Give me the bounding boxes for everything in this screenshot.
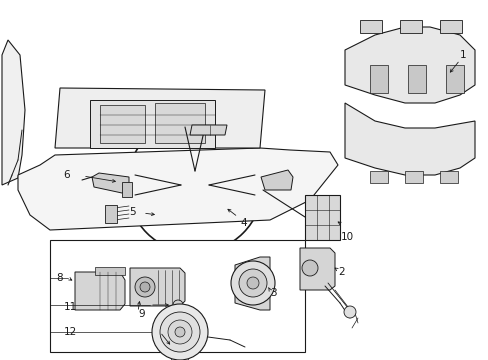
Circle shape — [135, 277, 155, 297]
Polygon shape — [155, 103, 204, 143]
Circle shape — [343, 306, 355, 318]
Circle shape — [152, 304, 207, 360]
Text: 12: 12 — [63, 327, 77, 337]
Circle shape — [246, 277, 259, 289]
Polygon shape — [75, 272, 125, 310]
Polygon shape — [50, 240, 305, 352]
Polygon shape — [130, 268, 184, 306]
Circle shape — [140, 282, 150, 292]
Polygon shape — [439, 171, 457, 183]
Circle shape — [175, 327, 184, 337]
Polygon shape — [445, 65, 463, 93]
Text: 3: 3 — [269, 288, 276, 298]
Polygon shape — [407, 65, 425, 93]
Text: 5: 5 — [129, 207, 136, 217]
Circle shape — [239, 269, 266, 297]
Polygon shape — [190, 125, 226, 135]
Polygon shape — [399, 20, 421, 33]
Polygon shape — [345, 27, 474, 103]
Polygon shape — [305, 195, 339, 240]
Circle shape — [168, 320, 192, 344]
Polygon shape — [359, 20, 381, 33]
Circle shape — [230, 261, 274, 305]
Polygon shape — [235, 257, 269, 310]
Circle shape — [160, 312, 200, 352]
Text: 8: 8 — [57, 273, 63, 283]
Polygon shape — [105, 205, 117, 223]
Polygon shape — [299, 248, 334, 290]
Polygon shape — [55, 88, 264, 148]
Text: 9: 9 — [139, 309, 145, 319]
Text: 4: 4 — [240, 218, 247, 228]
Polygon shape — [170, 358, 190, 360]
Polygon shape — [369, 171, 387, 183]
Circle shape — [173, 300, 183, 310]
Text: 1: 1 — [459, 50, 466, 60]
Text: 10: 10 — [340, 232, 353, 242]
Polygon shape — [369, 65, 387, 93]
Polygon shape — [95, 267, 125, 275]
Polygon shape — [261, 170, 292, 190]
Polygon shape — [92, 173, 129, 193]
Polygon shape — [2, 40, 25, 185]
Polygon shape — [90, 100, 215, 148]
Polygon shape — [439, 20, 461, 33]
Text: 11: 11 — [63, 302, 77, 312]
Polygon shape — [18, 148, 337, 230]
Circle shape — [302, 260, 317, 276]
Polygon shape — [404, 171, 422, 183]
Text: 6: 6 — [63, 170, 70, 180]
Polygon shape — [122, 182, 132, 197]
Polygon shape — [100, 105, 145, 143]
Polygon shape — [345, 103, 474, 175]
Text: 2: 2 — [338, 267, 345, 277]
